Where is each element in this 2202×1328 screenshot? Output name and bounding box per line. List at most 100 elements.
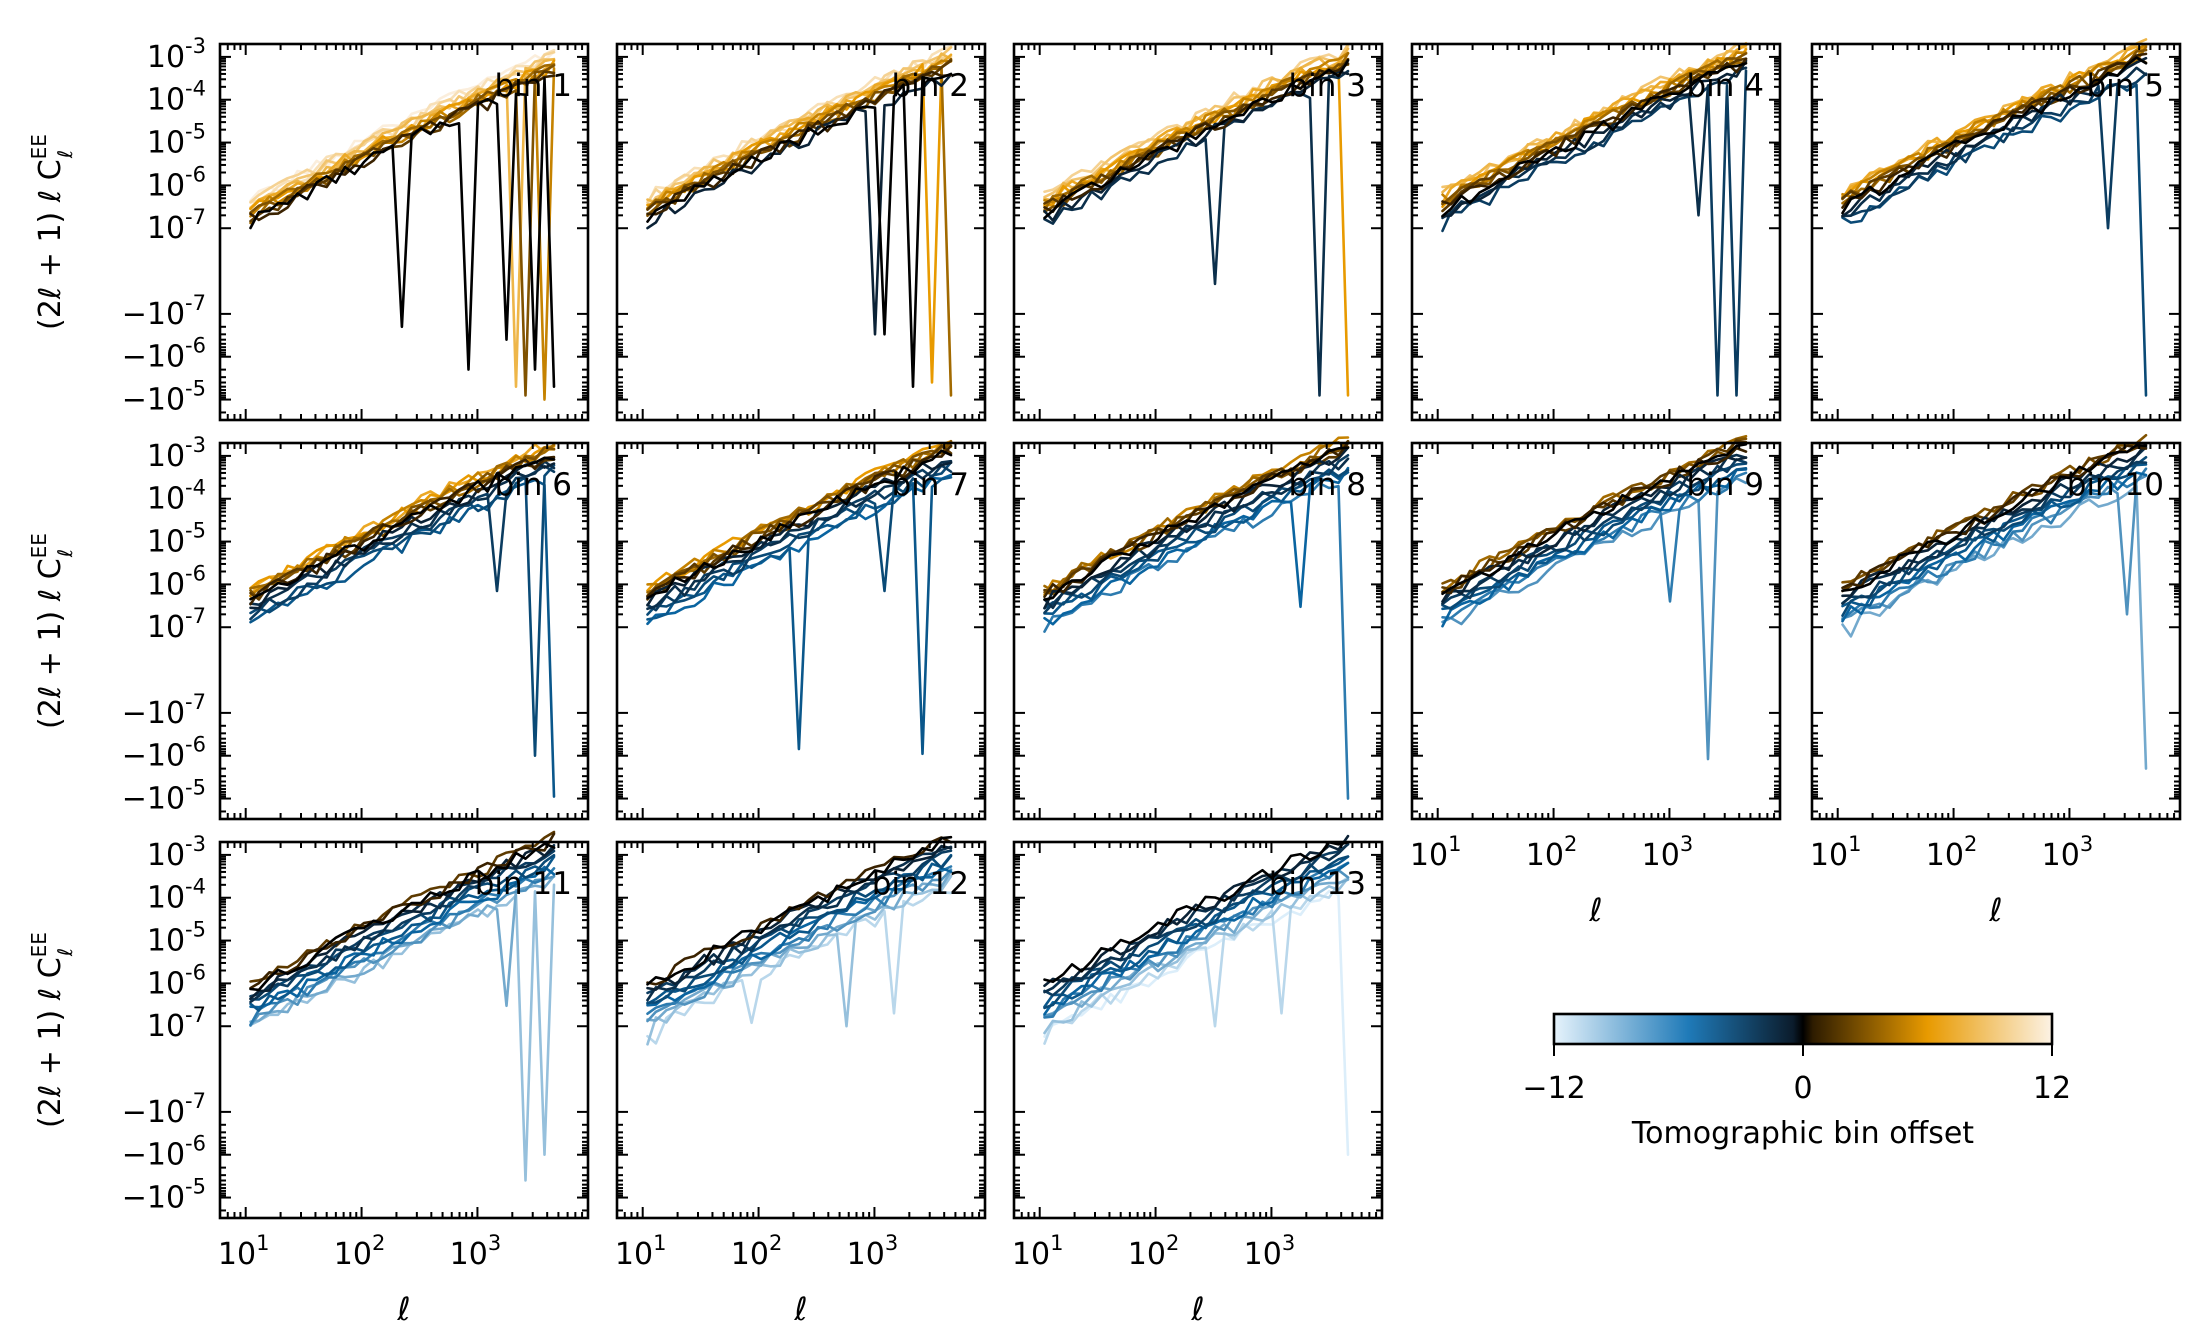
series-offset--2	[646, 459, 953, 611]
series-offset--7	[1043, 481, 1350, 800]
y-tick-label: 10-6	[147, 162, 206, 203]
panel-frame	[1012, 840, 1384, 1220]
panel-frame	[1012, 441, 1384, 821]
panel-bin-6: bin 6 10-310-410-510-610-7 −10-7−10-6−10-5…	[27, 433, 590, 821]
panel-frame	[1410, 441, 1782, 821]
series-offset--7	[1841, 467, 2148, 622]
y-tick-label: −10-6	[122, 1132, 206, 1173]
series-offset--4	[646, 460, 953, 616]
series-offset-0	[646, 835, 953, 986]
y-tick-label: 10-3	[147, 34, 206, 75]
series-offset--8	[1441, 476, 1748, 761]
panel-bin-8: bin 8	[1012, 436, 1384, 821]
series-offset-6	[1043, 64, 1350, 397]
y-tick-label: −10-7	[122, 690, 206, 731]
panel-frame	[1810, 441, 2182, 821]
series-offset--6	[1441, 468, 1748, 628]
colorbar-title: Tomographic bin offset	[1631, 1116, 1974, 1151]
x-axis-label: ℓ	[1190, 1290, 1204, 1328]
panel-frame	[615, 441, 987, 821]
series-offset-2	[249, 70, 556, 223]
panel-curves	[1441, 434, 1748, 761]
y-tick-label: 10-3	[147, 433, 206, 474]
panel-label: bin 11	[475, 866, 572, 902]
series-offset-2	[249, 458, 556, 601]
series-offset--10	[646, 874, 953, 1046]
panel-bin-11: bin 11 10-310-410-510-610-7 −10-7−10-6−10-…	[27, 830, 590, 1328]
y-axis-label: (2ℓ + 1) ℓ CEE ℓ	[27, 932, 77, 1128]
series-offset-3	[1441, 52, 1748, 206]
series-offset--3	[646, 464, 953, 612]
x-tick-label: 103	[450, 1231, 502, 1272]
series-offset--3	[646, 849, 953, 995]
series-offset--10	[1043, 876, 1350, 1035]
x-tick-label: 102	[1526, 832, 1578, 873]
panel-curves	[1043, 834, 1350, 1156]
y-tick-label: −10-6	[122, 334, 206, 375]
series-offset--5	[249, 478, 556, 798]
y-tick-label: 10-7	[147, 604, 206, 645]
series-offset--1	[1043, 446, 1350, 610]
x-tick-label: 102	[731, 1231, 783, 1272]
x-tick-label: 101	[1810, 832, 1862, 873]
y-tick-label: 10-4	[147, 476, 206, 517]
x-tick-label: 101	[1012, 1231, 1064, 1272]
panel-label: bin 5	[2086, 68, 2164, 104]
series-offset-1	[646, 444, 953, 598]
x-axis-label: ℓ	[396, 1290, 410, 1328]
series-offset-5	[1841, 42, 2148, 199]
panel-bin-13: bin 13 101 102 103 ℓ	[1012, 834, 1384, 1328]
x-tick-label: 103	[1244, 1231, 1296, 1272]
y-tick-label: 10-3	[147, 832, 206, 873]
panel-curves	[249, 442, 556, 798]
series-offset--3	[1043, 843, 1350, 997]
y-axis-label: (2ℓ + 1) ℓ CEE ℓ	[27, 533, 77, 729]
series-offset--8	[1043, 868, 1350, 1018]
x-axis-label: ℓ	[793, 1290, 807, 1328]
series-offset--6	[646, 866, 953, 1007]
panel-label: bin 9	[1686, 467, 1764, 503]
series-offset--4	[1841, 455, 2148, 618]
series-offset--4	[646, 854, 953, 1005]
panel-frame	[218, 441, 590, 821]
series-offset--11	[646, 890, 953, 1045]
y-tick-label: 10-5	[147, 519, 206, 560]
colorbar-max-label: 12	[2033, 1071, 2071, 1106]
panel-label: bin 4	[1686, 68, 1764, 104]
y-axis-label: (2ℓ + 1) ℓ CEE ℓ	[27, 134, 77, 330]
series-offset--4	[249, 853, 556, 1001]
panel-label: bin 10	[2067, 467, 2164, 503]
y-tick-label: −10-6	[122, 733, 206, 774]
x-tick-label: 102	[1926, 832, 1978, 873]
panel-label: bin 13	[1269, 866, 1366, 902]
panel-curves	[249, 830, 556, 1182]
series-offset-0	[249, 842, 556, 992]
y-tick-label: −10-7	[122, 291, 206, 332]
series-offset-1	[1841, 444, 2148, 590]
panel-bin-10: bin 10 101 102 103 ℓ	[1810, 433, 2182, 929]
series-offset-0	[249, 456, 556, 601]
x-axis-label: ℓ	[1988, 891, 2002, 929]
y-tick-label: 10-5	[147, 918, 206, 959]
series-offset-0	[1043, 446, 1350, 602]
panel-curves	[249, 48, 556, 401]
series-offset-8	[646, 52, 953, 204]
y-tick-label: −10-5	[122, 377, 206, 418]
series-offset--1	[646, 73, 953, 336]
series-offset--5	[646, 475, 953, 756]
series-offset-0	[1841, 443, 2148, 593]
panel-curves	[1841, 433, 2148, 770]
panel-label: bin 1	[494, 68, 572, 104]
y-tick-label: 10-6	[147, 960, 206, 1001]
series-offset--11	[1043, 876, 1350, 1045]
panel-bin-4: bin 4	[1410, 41, 1782, 422]
y-tick-label: 10-6	[147, 561, 206, 602]
series-offset-0	[1841, 56, 2148, 215]
series-offset--1	[1043, 834, 1350, 988]
colorbar-mid-label: 0	[1793, 1071, 1812, 1106]
series-offset-1	[1841, 52, 2148, 209]
panels: bin 110-310-410-510-610-7−10-7−10-6−10-5…	[27, 34, 2182, 1328]
series-offset--9	[1841, 484, 2148, 770]
y-tick-label: 10-4	[147, 77, 206, 118]
